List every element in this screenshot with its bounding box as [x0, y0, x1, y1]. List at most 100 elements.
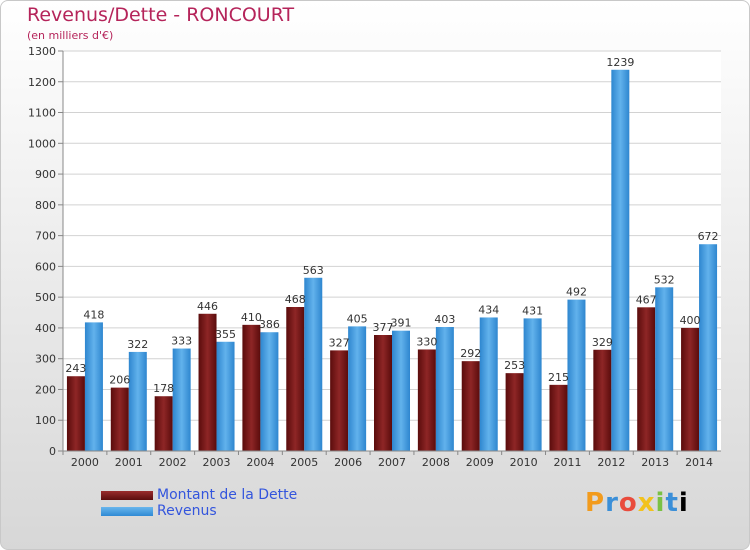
bar-dette — [330, 350, 349, 451]
data-label-dette: 400 — [680, 314, 701, 327]
logo-letter: r — [605, 488, 619, 518]
data-label-dette: 377 — [373, 321, 394, 334]
y-tick-label: 500 — [35, 291, 56, 304]
y-tick-label: 600 — [35, 260, 56, 273]
y-tick-label: 400 — [35, 322, 56, 335]
bar-revenus — [479, 317, 498, 451]
y-tick-label: 800 — [35, 199, 56, 212]
legend-label-revenus: Revenus — [157, 503, 217, 519]
data-label-revenus: 418 — [83, 308, 104, 321]
data-label-revenus: 431 — [522, 304, 543, 317]
data-label-dette: 330 — [416, 335, 437, 348]
x-tick-label: 2008 — [422, 456, 450, 469]
chart-subtitle: (en milliers d'€) — [27, 29, 114, 42]
data-label-dette: 467 — [636, 293, 657, 306]
data-label-revenus: 405 — [347, 312, 368, 325]
data-label-revenus: 386 — [259, 318, 280, 331]
y-tick-label: 1300 — [28, 45, 56, 58]
bar-dette — [154, 396, 173, 451]
bar-revenus — [523, 318, 542, 451]
bar-revenus — [611, 69, 630, 452]
x-tick-label: 2012 — [597, 456, 625, 469]
y-tick-label: 1000 — [28, 137, 56, 150]
bar-revenus — [348, 326, 367, 451]
y-tick-label: 200 — [35, 383, 56, 396]
logo-letter: i — [655, 488, 666, 518]
logo-letter: i — [678, 488, 689, 518]
data-label-dette: 253 — [504, 359, 525, 372]
x-tick-label: 2014 — [685, 456, 713, 469]
bar-revenus — [699, 244, 718, 451]
bar-dette — [66, 376, 85, 451]
bar-dette — [374, 335, 392, 451]
data-label-revenus: 434 — [478, 303, 499, 316]
x-tick-label: 2013 — [641, 456, 669, 469]
bar-dette — [593, 349, 612, 451]
bar-revenus — [567, 299, 586, 451]
y-tick-label: 1200 — [28, 76, 56, 89]
y-tick-label: 0 — [49, 445, 56, 458]
data-label-revenus: 672 — [698, 230, 719, 243]
data-label-dette: 329 — [592, 336, 613, 349]
data-label-revenus: 563 — [303, 264, 324, 277]
x-tick-label: 2001 — [115, 456, 143, 469]
data-label-revenus: 532 — [654, 273, 675, 286]
bar-revenus — [260, 332, 279, 451]
y-tick-label: 900 — [35, 168, 56, 181]
bar-revenus — [84, 322, 103, 451]
x-tick-label: 2009 — [466, 456, 494, 469]
legend-swatch-dette — [101, 490, 153, 500]
bar-dette — [242, 324, 261, 451]
x-tick-label: 2003 — [203, 456, 231, 469]
bar-revenus — [435, 327, 454, 451]
x-tick-label: 2005 — [290, 456, 318, 469]
data-label-revenus: 492 — [566, 286, 587, 299]
bar-dette — [681, 327, 700, 451]
logo-letter: P — [585, 488, 606, 518]
x-tick-label: 2007 — [378, 456, 406, 469]
y-tick-label: 100 — [35, 414, 56, 427]
data-label-revenus: 333 — [171, 335, 192, 348]
data-label-dette: 243 — [65, 362, 86, 375]
data-label-dette: 327 — [329, 336, 350, 349]
legend-item-dette: Montant de la Dette — [101, 487, 297, 503]
data-label-dette: 206 — [109, 374, 130, 387]
x-tick-label: 2011 — [553, 456, 581, 469]
bar-dette — [505, 373, 524, 451]
legend-item-revenus: Revenus — [101, 503, 297, 519]
bar-revenus — [216, 341, 235, 451]
x-tick-label: 2006 — [334, 456, 362, 469]
bar-revenus — [655, 287, 674, 451]
data-label-revenus: 1239 — [606, 56, 634, 69]
data-label-revenus: 391 — [391, 317, 412, 330]
data-label-dette: 292 — [460, 347, 481, 360]
legend: Montant de la Dette Revenus — [101, 487, 297, 519]
x-tick-label: 2010 — [510, 456, 538, 469]
x-tick-label: 2002 — [159, 456, 187, 469]
bar-revenus — [172, 348, 191, 451]
data-label-revenus: 403 — [434, 313, 455, 326]
logo-letter: o — [618, 488, 638, 518]
y-tick-label: 700 — [35, 230, 56, 243]
data-label-dette: 410 — [241, 311, 262, 324]
data-label-dette: 178 — [153, 382, 174, 395]
legend-label-dette: Montant de la Dette — [157, 487, 298, 503]
data-label-dette: 215 — [548, 371, 569, 384]
bar-dette — [637, 307, 656, 451]
data-label-revenus: 355 — [215, 328, 236, 341]
x-tick-label: 2004 — [246, 456, 274, 469]
logo-letter: x — [637, 488, 656, 518]
bar-dette — [461, 361, 480, 451]
y-tick-label: 1100 — [28, 107, 56, 120]
data-label-dette: 446 — [197, 300, 218, 313]
bar-revenus — [392, 330, 410, 451]
bar-dette — [198, 313, 217, 451]
logo-letter: t — [665, 488, 679, 518]
bar-dette — [417, 349, 436, 451]
chart-title: Revenus/Dette - RONCOURT — [27, 4, 295, 26]
data-label-revenus: 322 — [127, 338, 148, 351]
x-tick-label: 2000 — [71, 456, 99, 469]
bar-revenus — [128, 351, 147, 451]
